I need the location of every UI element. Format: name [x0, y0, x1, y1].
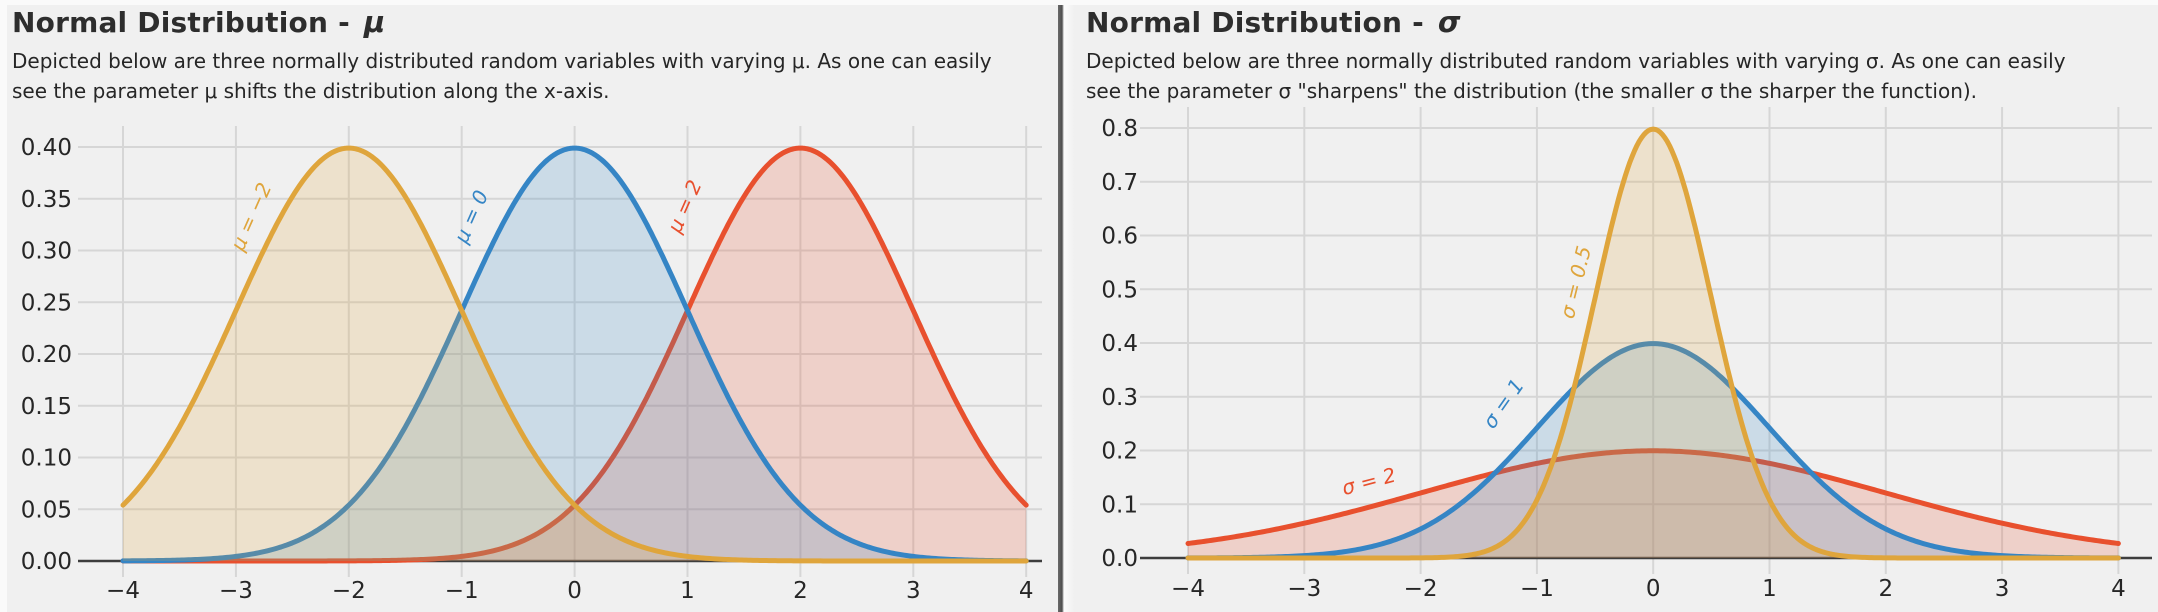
- svg-text:0.35: 0.35: [21, 187, 72, 213]
- svg-text:σ = 1: σ = 1: [1478, 374, 1529, 433]
- panel-divider: [1058, 0, 1074, 612]
- top-edge-strip: [0, 0, 2158, 5]
- sigma-caption: Normal Distribution - σ Depicted below ar…: [1086, 5, 2091, 106]
- svg-text:0.10: 0.10: [21, 446, 72, 472]
- svg-text:0.8: 0.8: [1101, 116, 1138, 142]
- svg-text:−1: −1: [1520, 576, 1554, 602]
- left-edge-strip: [0, 0, 7, 612]
- svg-text:3: 3: [906, 578, 921, 604]
- mu-title-symbol: μ: [363, 5, 386, 39]
- sigma-distribution-chart: σ = 0.5σ = 1σ = 2−4 −3 −2 −1 0 1 2 3 40.00.10.20…: [1101, 107, 2152, 602]
- svg-text:1: 1: [1762, 576, 1777, 602]
- mu-chart-subtitle: Depicted below are three normally distri…: [12, 49, 992, 103]
- svg-text:−2: −2: [332, 578, 366, 604]
- svg-text:σ = 2: σ = 2: [1339, 463, 1398, 500]
- svg-text:−4: −4: [1171, 576, 1205, 602]
- svg-text:0.1: 0.1: [1101, 492, 1138, 518]
- mu-caption: Normal Distribution - μ Depicted below ar…: [12, 5, 1017, 106]
- svg-text:0.25: 0.25: [21, 290, 72, 316]
- mu-title-text: Normal Distribution -: [12, 6, 350, 39]
- svg-text:0.15: 0.15: [21, 394, 72, 420]
- svg-text:0.5: 0.5: [1101, 277, 1138, 303]
- svg-text:0.3: 0.3: [1101, 385, 1138, 411]
- svg-text:0.40: 0.40: [21, 135, 72, 161]
- svg-text:0.00: 0.00: [21, 549, 72, 575]
- svg-text:3: 3: [1995, 576, 2010, 602]
- svg-text:2: 2: [1878, 576, 1893, 602]
- sigma-chart-title: Normal Distribution - σ: [1086, 5, 2091, 39]
- sigma-title-text: Normal Distribution -: [1086, 6, 1424, 39]
- svg-text:0.20: 0.20: [21, 342, 72, 368]
- svg-text:0.7: 0.7: [1101, 170, 1138, 196]
- svg-text:0.05: 0.05: [21, 497, 72, 523]
- svg-text:0.4: 0.4: [1101, 331, 1138, 357]
- svg-text:1: 1: [680, 578, 695, 604]
- svg-text:0.0: 0.0: [1101, 546, 1138, 572]
- svg-text:−3: −3: [219, 578, 253, 604]
- svg-text:0: 0: [1646, 576, 1661, 602]
- svg-text:2: 2: [793, 578, 808, 604]
- svg-text:4: 4: [2111, 576, 2126, 602]
- sigma-chart-subtitle: Depicted below are three normally distri…: [1086, 49, 2066, 103]
- svg-text:μ = 0: μ = 0: [449, 187, 494, 248]
- svg-text:−2: −2: [1404, 576, 1438, 602]
- svg-text:4: 4: [1019, 578, 1034, 604]
- svg-text:μ = 2: μ = 2: [662, 176, 707, 237]
- svg-text:0: 0: [567, 578, 582, 604]
- svg-text:−3: −3: [1287, 576, 1321, 602]
- svg-text:0.6: 0.6: [1101, 224, 1138, 250]
- svg-text:0.2: 0.2: [1101, 439, 1138, 465]
- svg-text:−4: −4: [106, 578, 140, 604]
- svg-text:−1: −1: [445, 578, 479, 604]
- sigma-title-symbol: σ: [1437, 5, 1461, 39]
- mu-chart-title: Normal Distribution - μ: [12, 5, 1017, 39]
- svg-text:0.30: 0.30: [21, 239, 72, 265]
